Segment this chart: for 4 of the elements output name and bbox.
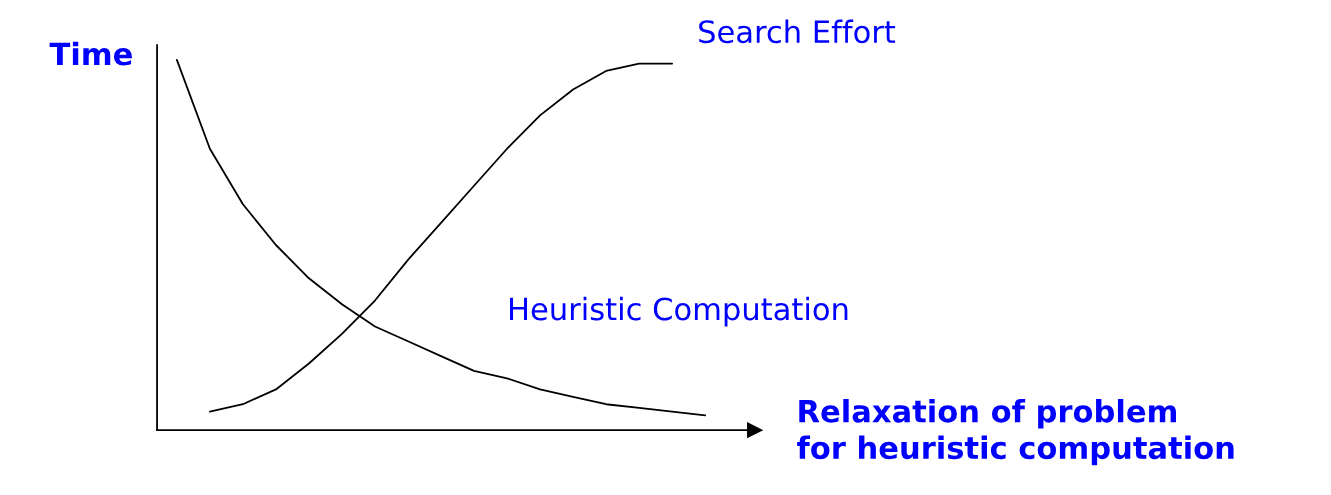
y-axis-title: Time — [49, 41, 132, 66]
x-axis-title: Relaxation of problem for heuristic computation — [797, 399, 1234, 466]
series-label: Heuristic Computation — [510, 296, 848, 327]
series-label: Search Effort — [699, 19, 896, 44]
